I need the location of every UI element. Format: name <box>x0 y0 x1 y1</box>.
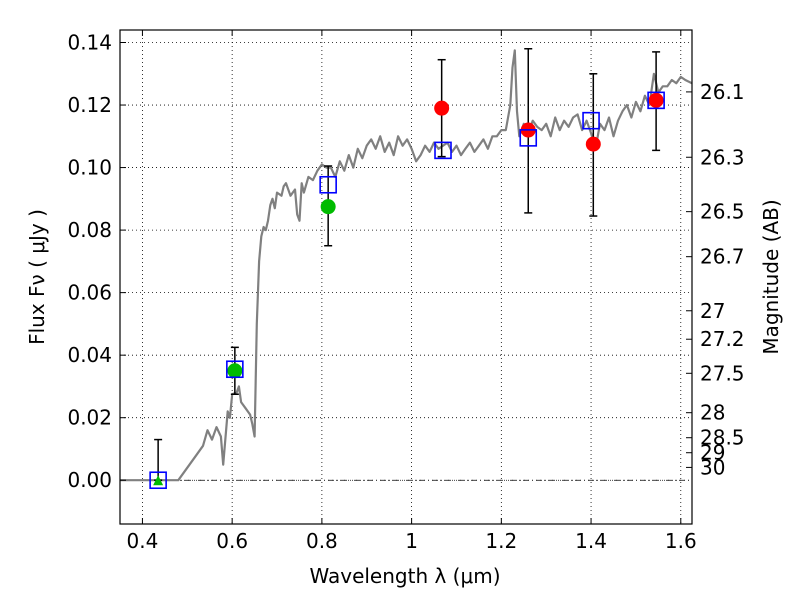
plot-area <box>120 30 692 524</box>
model-point-square <box>434 141 452 160</box>
y-tick-label: 0.04 <box>67 343 112 367</box>
y2-tick-label: 26.1 <box>700 80 745 104</box>
x-tick-label: 0.8 <box>306 529 338 553</box>
x-tick-label: 1.4 <box>575 529 607 553</box>
y-tick-label: 0.14 <box>67 31 112 55</box>
data-markers <box>149 91 665 490</box>
y-axis-ticks: 0.00 0.02 0.04 0.06 0.08 0.10 0.12 0.14 <box>67 31 126 492</box>
y2-tick-label: 28 <box>700 401 725 425</box>
data-point-triangle <box>153 475 164 486</box>
x-tick-label: 0.6 <box>216 529 248 553</box>
model-point-square <box>519 129 538 147</box>
model-point-square <box>319 175 337 194</box>
y2-axis-label: Magnitude (AB) <box>759 199 783 354</box>
y2-tick-label: 28.5 <box>700 426 745 450</box>
y2-tick-label: 27.5 <box>700 361 745 385</box>
y2-tick-label: 29 <box>700 441 725 465</box>
y2-tick-label: 30 <box>700 455 725 479</box>
y-axis-label: Flux Fν ( μJy ) <box>25 209 49 345</box>
model-point-square <box>149 471 167 490</box>
x-axis-ticks: 0.4 0.6 0.8 1 1.2 1.4 1.6 <box>127 30 697 553</box>
y-tick-label: 0.08 <box>67 218 112 242</box>
data-point-circle <box>648 92 664 108</box>
x-tick-label: 1.2 <box>485 529 517 553</box>
y2-tick-label: 26.5 <box>700 200 745 224</box>
y-tick-label: 0.06 <box>67 281 112 305</box>
data-point-circle <box>320 199 336 215</box>
y-tick-label: 0.00 <box>67 468 112 492</box>
y-tick-label: 0.02 <box>67 406 112 430</box>
model-point-square <box>647 91 665 110</box>
plot-frame <box>120 30 692 524</box>
grid <box>120 30 692 524</box>
x-tick-label: 1 <box>405 529 418 553</box>
y-tick-label: 0.12 <box>67 93 112 117</box>
y2-tick-label: 27.2 <box>700 327 745 351</box>
model-point-square <box>582 111 600 130</box>
model-point-square <box>226 360 244 379</box>
y2-tick-label: 27 <box>700 299 725 323</box>
x-tick-label: 0.4 <box>127 529 159 553</box>
data-point-circle <box>585 136 601 152</box>
axes-frame <box>119 29 693 525</box>
y2-tick-label: 26.7 <box>700 245 745 269</box>
y2-tick-label: 26.3 <box>700 145 745 169</box>
x-tick-label: 1.6 <box>665 529 697 553</box>
y-tick-label: 0.10 <box>67 156 112 180</box>
x-axis-label: Wavelength λ (μm) <box>309 564 500 588</box>
data-point-circle <box>227 363 243 379</box>
data-point-circle <box>434 100 450 116</box>
